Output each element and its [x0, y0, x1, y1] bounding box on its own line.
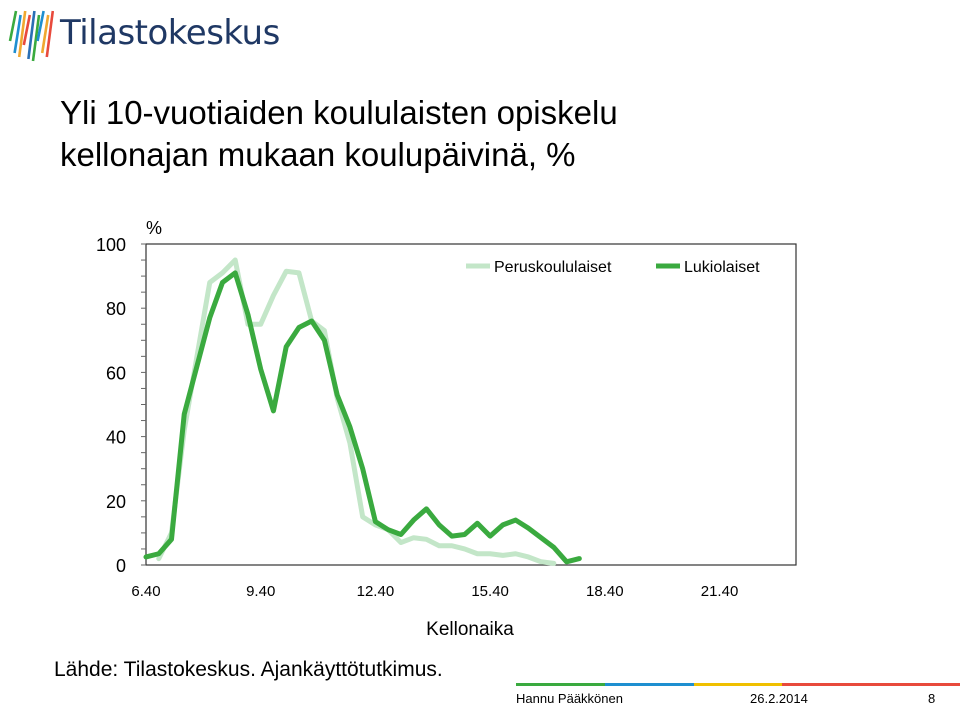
- footer-color-segment: [516, 683, 605, 686]
- logo-bar: [31, 14, 41, 62]
- legend-label-lukiolaiset: Lukiolaiset: [684, 259, 760, 276]
- line-chart: % 0 20 40 60 80 100 6.40 9.40 12.40 15.40 18.40 21…: [96, 218, 797, 640]
- series-line-peruskoululaiset: [156, 257, 557, 566]
- logo-bar: [22, 14, 32, 46]
- x-tick-label: 18.40: [586, 583, 624, 600]
- logo-bar: [40, 14, 50, 54]
- series-line-lukiolaiset: [143, 270, 582, 565]
- y-axis: 0 20 40 60 80 100: [96, 235, 126, 576]
- logo-bar: [8, 10, 18, 42]
- x-tick-label: 6.40: [131, 583, 160, 600]
- footer-date: 26.2.2014: [750, 691, 808, 706]
- footer-color-bar: [516, 683, 960, 686]
- y-tick-label: 40: [106, 428, 126, 448]
- y-tick-label: 80: [106, 299, 126, 319]
- y-unit-label: %: [146, 218, 162, 238]
- logo-bars-icon: [8, 10, 55, 62]
- x-tick-label: 21.40: [701, 583, 739, 600]
- title-line-2: kellonajan mukaan koulupäivinä, %: [60, 136, 576, 173]
- footer-color-segment: [871, 683, 960, 686]
- x-tick-label: 15.40: [471, 583, 509, 600]
- x-tick-label: 9.40: [246, 583, 275, 600]
- logo-text: Tilastokeskus: [60, 13, 280, 53]
- title-line-1: Yli 10-vuotiaiden koululaisten opiskelu: [60, 94, 618, 131]
- logo-bar: [36, 10, 45, 42]
- y-tick-label: 100: [96, 235, 126, 255]
- x-axis-title: Kellonaika: [426, 619, 514, 640]
- y-tick-label: 60: [106, 363, 126, 383]
- footer-page-number: 8: [928, 691, 936, 706]
- y-minor-ticks: [141, 243, 146, 566]
- footer-author: Hannu Pääkkönen: [516, 691, 623, 706]
- logo-bar: [45, 10, 55, 58]
- logo-bar: [27, 10, 36, 60]
- y-tick-label: 20: [106, 492, 126, 512]
- page-title: Yli 10-vuotiaiden koululaisten opiskelu …: [60, 92, 618, 176]
- y-tick-label: 0: [116, 556, 126, 576]
- legend-label-peruskoululaiset: Peruskoululaiset: [494, 259, 612, 276]
- x-axis: 6.40 9.40 12.40 15.40 18.40 21.40: [131, 583, 738, 600]
- series-lines: [143, 257, 582, 566]
- footer-color-segment: [604, 683, 694, 686]
- logo-bar: [17, 10, 27, 58]
- x-tick-label: 12.40: [357, 583, 395, 600]
- logo-bar: [13, 14, 22, 54]
- legend: Peruskoululaiset Lukiolaiset: [466, 259, 760, 276]
- footer-color-segment: [782, 683, 872, 686]
- tilastokeskus-logo: Tilastokeskus: [4, 3, 280, 63]
- source-note: Lähde: Tilastokeskus. Ajankäyttötutkimus…: [54, 658, 443, 681]
- footer-color-segment: [693, 683, 783, 686]
